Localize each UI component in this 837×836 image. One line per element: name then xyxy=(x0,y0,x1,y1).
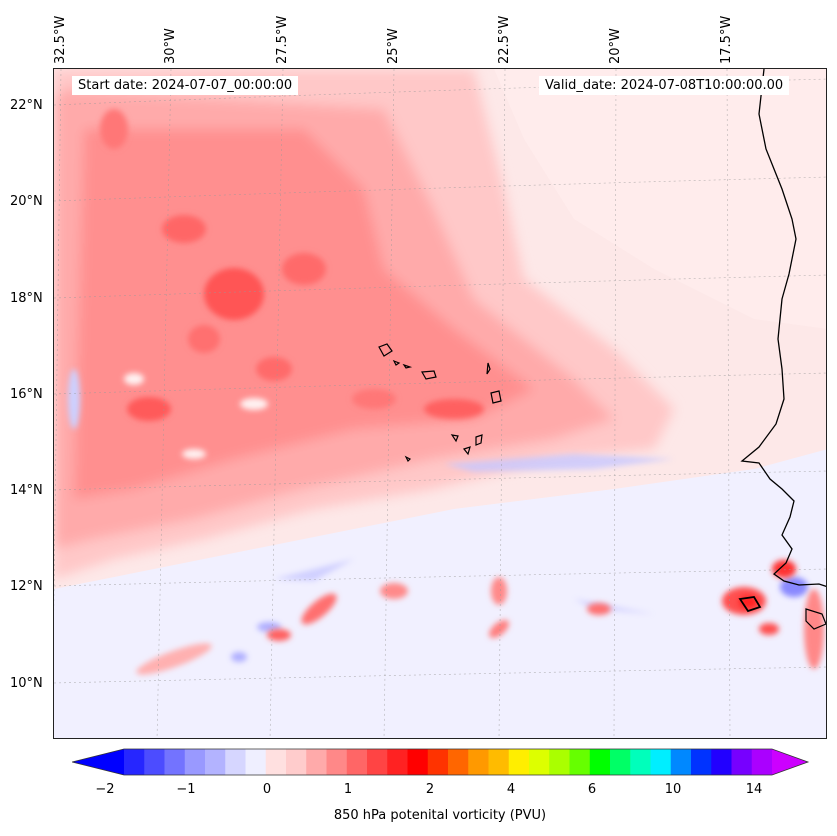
colorbar-tick: 2 xyxy=(425,782,435,797)
colorbar-cell xyxy=(670,749,692,775)
colorbar-cell xyxy=(731,749,753,775)
lat-label-14n: 14°N xyxy=(10,483,43,498)
colorbar-tick: 1 xyxy=(343,782,353,797)
colorbar-tick: 6 xyxy=(587,782,597,797)
colorbar-cell xyxy=(549,749,570,775)
negative-pv-streaks xyxy=(231,454,808,662)
colorbar-cell xyxy=(367,749,388,775)
southern-low-pv-region xyxy=(54,449,826,738)
graticule xyxy=(54,69,826,738)
colorbar-tick: 0 xyxy=(262,782,272,797)
lon-label-27-5w: 27.5°W xyxy=(275,15,290,64)
lat-label-12n: 12°N xyxy=(10,579,43,594)
lon-label-32-5w: 32.5°W xyxy=(53,15,68,64)
colorbar-cell xyxy=(427,749,449,775)
guinea-bissau-coast xyxy=(738,596,762,613)
colorbar-cell xyxy=(711,749,732,775)
cape-verde-islands xyxy=(378,343,502,463)
lat-label-22n: 22°N xyxy=(10,98,43,113)
colorbar-cell xyxy=(488,749,510,775)
colorbar-cell xyxy=(245,749,267,775)
map-panel xyxy=(53,68,827,739)
colorbar-cell xyxy=(205,749,226,775)
colorbar-cell xyxy=(529,749,550,775)
colorbar-cell xyxy=(225,749,246,775)
colorbar-cell xyxy=(508,749,530,775)
colorbar-tick: 10 xyxy=(664,782,682,797)
colorbar-cells xyxy=(72,748,810,776)
colorbar-cell xyxy=(468,749,489,775)
coastal-islands xyxy=(805,608,826,630)
lon-label-30w: 30°W xyxy=(163,28,178,64)
colorbar-cell xyxy=(124,749,145,775)
colorbar-tick: −2 xyxy=(95,782,115,797)
colorbar-cell xyxy=(448,749,469,775)
colorbar-cell xyxy=(650,749,672,775)
colorbar-cell xyxy=(407,749,429,775)
valid-date-label: Valid_date: 2024-07-08T10:00:00.00 xyxy=(539,76,790,95)
colorbar-cell xyxy=(306,749,327,775)
colorbar-cell xyxy=(751,749,773,775)
african-coastline xyxy=(740,69,826,588)
lat-label-18n: 18°N xyxy=(10,291,43,306)
colorbar-cell xyxy=(265,749,287,775)
colorbar-cell xyxy=(589,749,611,775)
colorbar-outline xyxy=(72,748,810,776)
start-date-label: Start date: 2024-07-07_00:00:00 xyxy=(72,76,299,95)
colorbar-cell xyxy=(286,749,307,775)
lon-label-20w: 20°W xyxy=(608,28,623,64)
pv-patches xyxy=(68,109,484,459)
lat-label-10n: 10°N xyxy=(10,676,43,691)
colorbar-tick: 4 xyxy=(506,782,516,797)
colorbar-cell xyxy=(691,749,712,775)
colorbar-cell xyxy=(630,749,651,775)
colorbar-cell xyxy=(569,749,591,775)
colorbar-extend-min xyxy=(72,749,124,775)
northeast-low-pv-region xyxy=(494,69,826,329)
pv-field-map xyxy=(54,69,826,738)
colorbar-tick: −1 xyxy=(176,782,196,797)
colorbar-extend-max xyxy=(772,749,808,775)
colorbar-tick: 14 xyxy=(745,782,763,797)
lon-label-25w: 25°W xyxy=(386,28,401,64)
colorbar xyxy=(72,748,810,776)
colorbar-label: 850 hPa potenital vorticity (PVU) xyxy=(333,808,547,823)
high-pv-band xyxy=(54,69,674,579)
colorbar-cell xyxy=(387,749,408,775)
lon-label-22-5w: 22.5°W xyxy=(497,15,512,64)
colorbar-cell xyxy=(346,749,368,775)
lat-label-16n: 16°N xyxy=(10,387,43,402)
lat-label-20n: 20°N xyxy=(10,194,43,209)
colorbar-cell xyxy=(164,749,186,775)
colorbar-cell xyxy=(144,749,165,775)
lon-label-17-5w: 17.5°W xyxy=(719,15,734,64)
colorbar-cell xyxy=(326,749,348,775)
colorbar-cell xyxy=(610,749,631,775)
colorbar-cell xyxy=(184,749,206,775)
